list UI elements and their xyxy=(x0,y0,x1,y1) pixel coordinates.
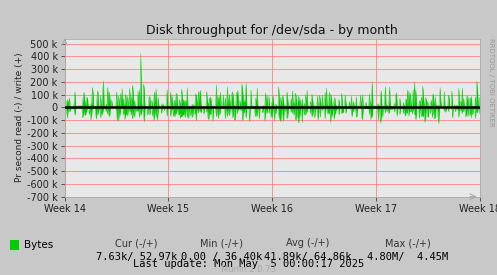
Text: Last update: Mon May  5 00:00:17 2025: Last update: Mon May 5 00:00:17 2025 xyxy=(133,259,364,269)
Text: Min (-/+): Min (-/+) xyxy=(200,238,243,248)
Text: 0.00 / 36.40k: 0.00 / 36.40k xyxy=(180,252,262,262)
Text: RRDTOOL / TOBI OETIKER: RRDTOOL / TOBI OETIKER xyxy=(488,39,494,127)
Text: Cur (-/+): Cur (-/+) xyxy=(115,238,158,248)
Y-axis label: Pr second read (-) / write (+): Pr second read (-) / write (+) xyxy=(15,53,24,182)
Text: 7.63k/ 52.97k: 7.63k/ 52.97k xyxy=(96,252,177,262)
Text: Max (-/+): Max (-/+) xyxy=(385,238,430,248)
Text: Avg (-/+): Avg (-/+) xyxy=(286,238,330,248)
Title: Disk throughput for /dev/sda - by month: Disk throughput for /dev/sda - by month xyxy=(146,24,398,37)
Text: Bytes: Bytes xyxy=(24,240,53,250)
Text: 4.80M/  4.45M: 4.80M/ 4.45M xyxy=(367,252,448,262)
Text: 41.89k/ 64.86k: 41.89k/ 64.86k xyxy=(264,252,352,262)
Text: Munin 2.0.73: Munin 2.0.73 xyxy=(221,265,276,274)
